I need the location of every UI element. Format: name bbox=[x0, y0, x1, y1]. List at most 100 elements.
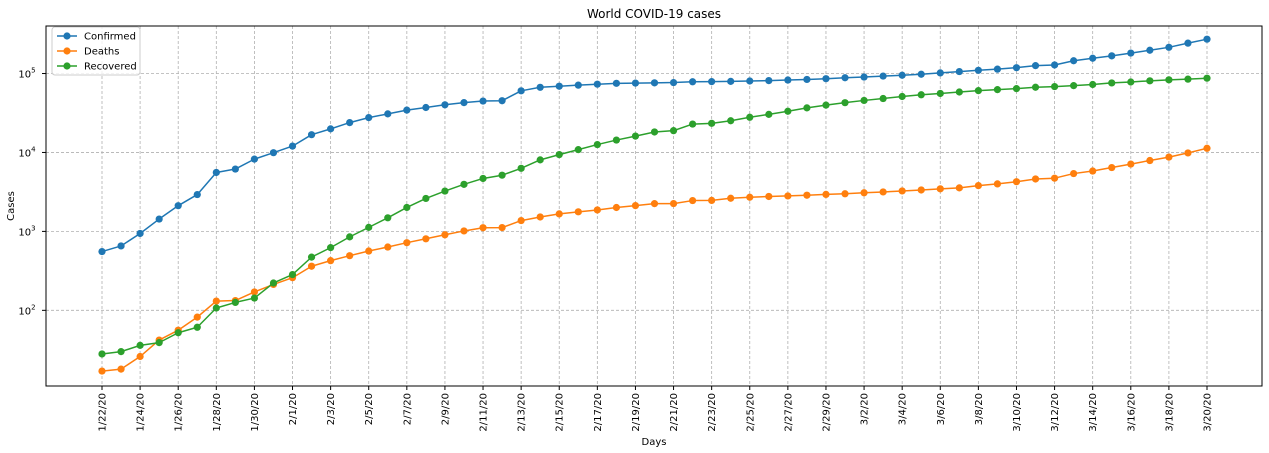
data-point-recovered bbox=[231, 298, 239, 307]
data-point-deaths bbox=[612, 203, 621, 212]
data-point-deaths bbox=[1031, 175, 1040, 183]
data-point-confirmed bbox=[1012, 64, 1021, 72]
series-deaths bbox=[98, 144, 1211, 375]
data-point-confirmed bbox=[1184, 39, 1192, 47]
data-point-deaths bbox=[650, 200, 659, 208]
data-point-confirmed bbox=[1127, 49, 1135, 57]
data-point-confirmed bbox=[936, 69, 944, 77]
data-point-confirmed bbox=[498, 97, 506, 105]
x-tick-label: 3/12/20 bbox=[1050, 393, 1061, 432]
x-tick-label: 2/29/20 bbox=[821, 393, 832, 432]
data-point-deaths bbox=[441, 231, 449, 239]
data-point-deaths bbox=[365, 247, 373, 255]
legend-box bbox=[51, 26, 141, 76]
x-tick-label: 2/5/20 bbox=[364, 393, 375, 425]
data-point-deaths bbox=[784, 192, 792, 200]
data-point-recovered bbox=[1184, 75, 1192, 83]
y-tick-exponent: 4 bbox=[31, 145, 36, 153]
data-point-deaths bbox=[193, 313, 201, 321]
data-point-recovered bbox=[917, 91, 925, 99]
data-point-recovered bbox=[441, 187, 449, 195]
data-point-deaths bbox=[841, 190, 849, 198]
data-point-recovered bbox=[1146, 77, 1154, 85]
data-point-confirmed bbox=[841, 74, 849, 82]
data-point-recovered bbox=[193, 323, 201, 331]
legend: Confirmed Deaths Recovered bbox=[51, 26, 141, 76]
data-point-recovered bbox=[1070, 82, 1078, 90]
data-point-recovered bbox=[898, 92, 906, 101]
data-point-recovered bbox=[593, 140, 601, 149]
data-point-recovered bbox=[650, 128, 659, 136]
data-point-deaths bbox=[1165, 153, 1173, 161]
data-point-recovered bbox=[1108, 79, 1116, 87]
data-point-confirmed bbox=[174, 202, 182, 210]
data-point-deaths bbox=[1127, 160, 1135, 168]
x-tick-label: 3/14/20 bbox=[1088, 393, 1099, 432]
data-point-deaths bbox=[403, 239, 411, 247]
x-tick-label: 2/21/20 bbox=[669, 393, 680, 432]
data-point-confirmed bbox=[98, 247, 106, 256]
data-point-confirmed bbox=[555, 82, 563, 90]
data-point-confirmed bbox=[612, 79, 621, 87]
data-point-confirmed bbox=[269, 149, 278, 157]
data-point-recovered bbox=[974, 87, 982, 95]
data-point-confirmed bbox=[803, 75, 811, 84]
legend-label-recovered: Recovered bbox=[84, 62, 137, 73]
data-point-confirmed bbox=[1146, 46, 1154, 54]
y-tick-base: 10 bbox=[18, 306, 31, 317]
data-point-deaths bbox=[98, 367, 106, 375]
data-point-deaths bbox=[574, 208, 582, 216]
data-point-recovered bbox=[365, 223, 373, 231]
data-point-deaths bbox=[669, 199, 678, 208]
data-point-deaths bbox=[1146, 156, 1154, 165]
data-point-recovered bbox=[98, 350, 106, 358]
data-point-confirmed bbox=[1089, 54, 1097, 62]
y-tick-base: 10 bbox=[18, 148, 31, 159]
data-point-recovered bbox=[403, 203, 411, 212]
data-point-deaths bbox=[593, 206, 601, 214]
data-point-confirmed bbox=[441, 101, 449, 109]
data-point-confirmed bbox=[746, 77, 754, 85]
series-line-deaths bbox=[101, 147, 1208, 372]
legend-marker-recovered bbox=[63, 62, 71, 70]
y-tick-exponent: 5 bbox=[31, 67, 35, 75]
data-point-recovered bbox=[631, 132, 640, 140]
data-point-recovered bbox=[784, 107, 792, 115]
data-point-confirmed bbox=[1203, 35, 1211, 43]
data-point-confirmed bbox=[155, 215, 163, 223]
data-point-deaths bbox=[993, 180, 1002, 188]
x-tick-label: 2/15/20 bbox=[555, 393, 566, 432]
x-axis-ticks: 1/22/20 1/24/20 1/26/20 1/28/20 1/30/20 2/1/2… bbox=[98, 386, 1214, 432]
x-tick-label: 3/8/20 bbox=[974, 393, 985, 425]
x-tick-label: 1/24/20 bbox=[136, 393, 147, 432]
data-point-recovered bbox=[212, 304, 220, 312]
data-point-confirmed bbox=[1108, 52, 1116, 60]
data-point-recovered bbox=[555, 151, 563, 159]
data-point-recovered bbox=[460, 180, 468, 188]
data-point-recovered bbox=[174, 329, 182, 337]
data-point-recovered bbox=[669, 127, 678, 135]
data-point-deaths bbox=[327, 257, 335, 265]
data-point-deaths bbox=[879, 188, 887, 196]
data-point-recovered bbox=[346, 233, 354, 241]
x-tick-label: 1/22/20 bbox=[98, 393, 109, 432]
x-tick-label: 3/4/20 bbox=[898, 393, 909, 425]
data-point-deaths bbox=[689, 196, 697, 205]
data-point-recovered bbox=[536, 156, 544, 164]
data-point-recovered bbox=[936, 89, 944, 98]
data-point-recovered bbox=[269, 279, 278, 287]
data-point-confirmed bbox=[1070, 57, 1078, 65]
data-point-deaths bbox=[1050, 174, 1059, 182]
data-point-deaths bbox=[1108, 163, 1116, 172]
data-point-deaths bbox=[955, 184, 963, 192]
y-axis-label: Cases bbox=[6, 191, 17, 221]
series-line-recovered bbox=[101, 77, 1208, 355]
data-point-deaths bbox=[860, 189, 868, 197]
x-tick-label: 2/23/20 bbox=[707, 393, 718, 432]
data-point-deaths bbox=[479, 224, 487, 232]
legend-marker-confirmed bbox=[63, 32, 71, 40]
data-point-confirmed bbox=[117, 242, 125, 250]
data-point-recovered bbox=[879, 94, 887, 103]
data-point-confirmed bbox=[917, 70, 925, 78]
